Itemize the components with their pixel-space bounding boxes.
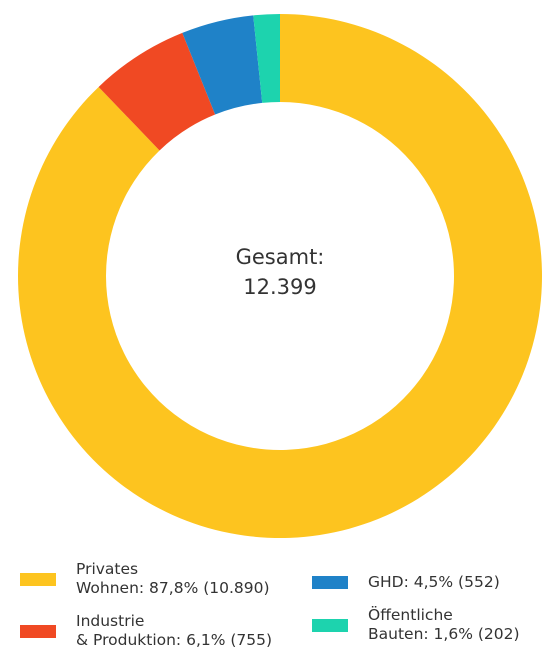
donut-slice-oeffentlich	[253, 14, 280, 103]
legend-label-line: Industrie	[76, 612, 145, 630]
legend-item-ghd: GHD: 4,5% (552)	[312, 573, 500, 592]
legend-label-line: Wohnen: 87,8% (10.890)	[76, 579, 270, 597]
legend-label-line: Privates	[76, 560, 139, 578]
legend-swatch-ghd	[312, 576, 348, 589]
legend-swatch-industrie	[20, 624, 56, 638]
legend-label-industrie: Industrie & Produktion: 6,1% (755)	[76, 612, 272, 650]
legend-label-ghd: GHD: 4,5% (552)	[368, 573, 500, 592]
legend-label-line: Bauten: 1,6% (202)	[368, 625, 520, 643]
legend-item-oeffentliche-bauten: Öffentliche Bauten: 1,6% (202)	[312, 606, 520, 644]
donut-slice-industrie	[98, 32, 216, 151]
donut-slice-privat	[17, 14, 542, 538]
donut-slice-ghd	[182, 15, 263, 115]
legend-label-line: GHD: 4,5% (552)	[368, 573, 500, 591]
center-label-line2: 12.399	[243, 275, 316, 299]
donut-slices	[17, 14, 542, 538]
legend-label-line: Öffentliche	[368, 606, 453, 624]
legend-swatch-oeffentliche-bauten	[312, 618, 348, 632]
legend-label-privates-wohnen: Privates Wohnen: 87,8% (10.890)	[76, 560, 270, 598]
legend-swatch-privates-wohnen	[20, 572, 56, 586]
center-label-line1: Gesamt:	[236, 245, 325, 269]
legend-label-oeffentliche-bauten: Öffentliche Bauten: 1,6% (202)	[368, 606, 520, 644]
legend-item-privates-wohnen: Privates Wohnen: 87,8% (10.890)	[20, 560, 270, 598]
legend-item-industrie: Industrie & Produktion: 6,1% (755)	[20, 612, 272, 650]
legend-label-line: & Produktion: 6,1% (755)	[76, 631, 273, 649]
